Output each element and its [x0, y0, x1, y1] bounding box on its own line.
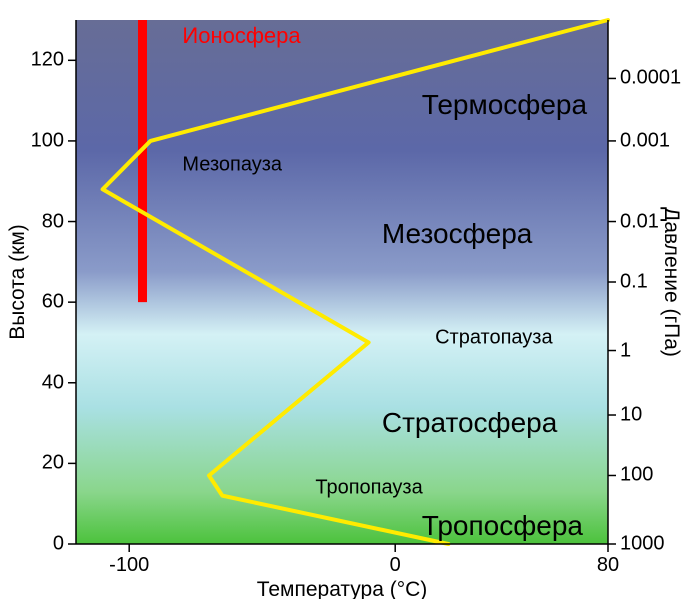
layer-label: Тропопауза — [315, 476, 422, 499]
y-right-tick-label: 0.0001 — [620, 67, 681, 90]
y-right-tick-label: 0.001 — [620, 129, 670, 152]
layer-label: Ионосфера — [182, 23, 300, 49]
y-right-tick-label: 1 — [620, 339, 631, 362]
y-left-tick-label: 100 — [31, 129, 64, 152]
x-tick-label: 0 — [390, 554, 401, 577]
y-left-tick-label: 120 — [31, 49, 64, 72]
y-left-tick-label: 40 — [42, 371, 64, 394]
layer-label: Стратосфера — [382, 407, 557, 439]
layer-label: Тропосфера — [422, 510, 583, 542]
y-right-tick-label: 1000 — [620, 533, 665, 556]
chart-container: 0 20 40 60 80 100 120 1000 100 10 1 0.1 0.01 0.001 0.0… — [0, 0, 685, 599]
layer-label: Мезосфера — [382, 218, 532, 250]
y-left-tick-label: 20 — [42, 452, 64, 475]
y-left-tick-label: 0 — [53, 533, 64, 556]
y-right-tick-label: 10 — [620, 404, 642, 427]
layer-label: Мезопауза — [182, 154, 282, 177]
y-left-tick-label: 80 — [42, 210, 64, 233]
y-left-tick-label: 60 — [42, 291, 64, 314]
layer-label: Стратопауза — [435, 327, 553, 350]
y-axis-left-label: Высота (км) — [6, 224, 30, 340]
y-right-tick-label: 100 — [620, 464, 653, 487]
layer-label: Термосфера — [422, 89, 587, 121]
x-axis-label: Температура (°C) — [257, 578, 428, 599]
y-axis-right-label: Давление (гПа) — [659, 207, 683, 357]
y-right-tick-label: 0.1 — [620, 271, 648, 294]
x-tick-label: 80 — [597, 554, 619, 577]
x-tick-label: -100 — [109, 554, 149, 577]
y-right-tick-label: 0.01 — [620, 210, 659, 233]
